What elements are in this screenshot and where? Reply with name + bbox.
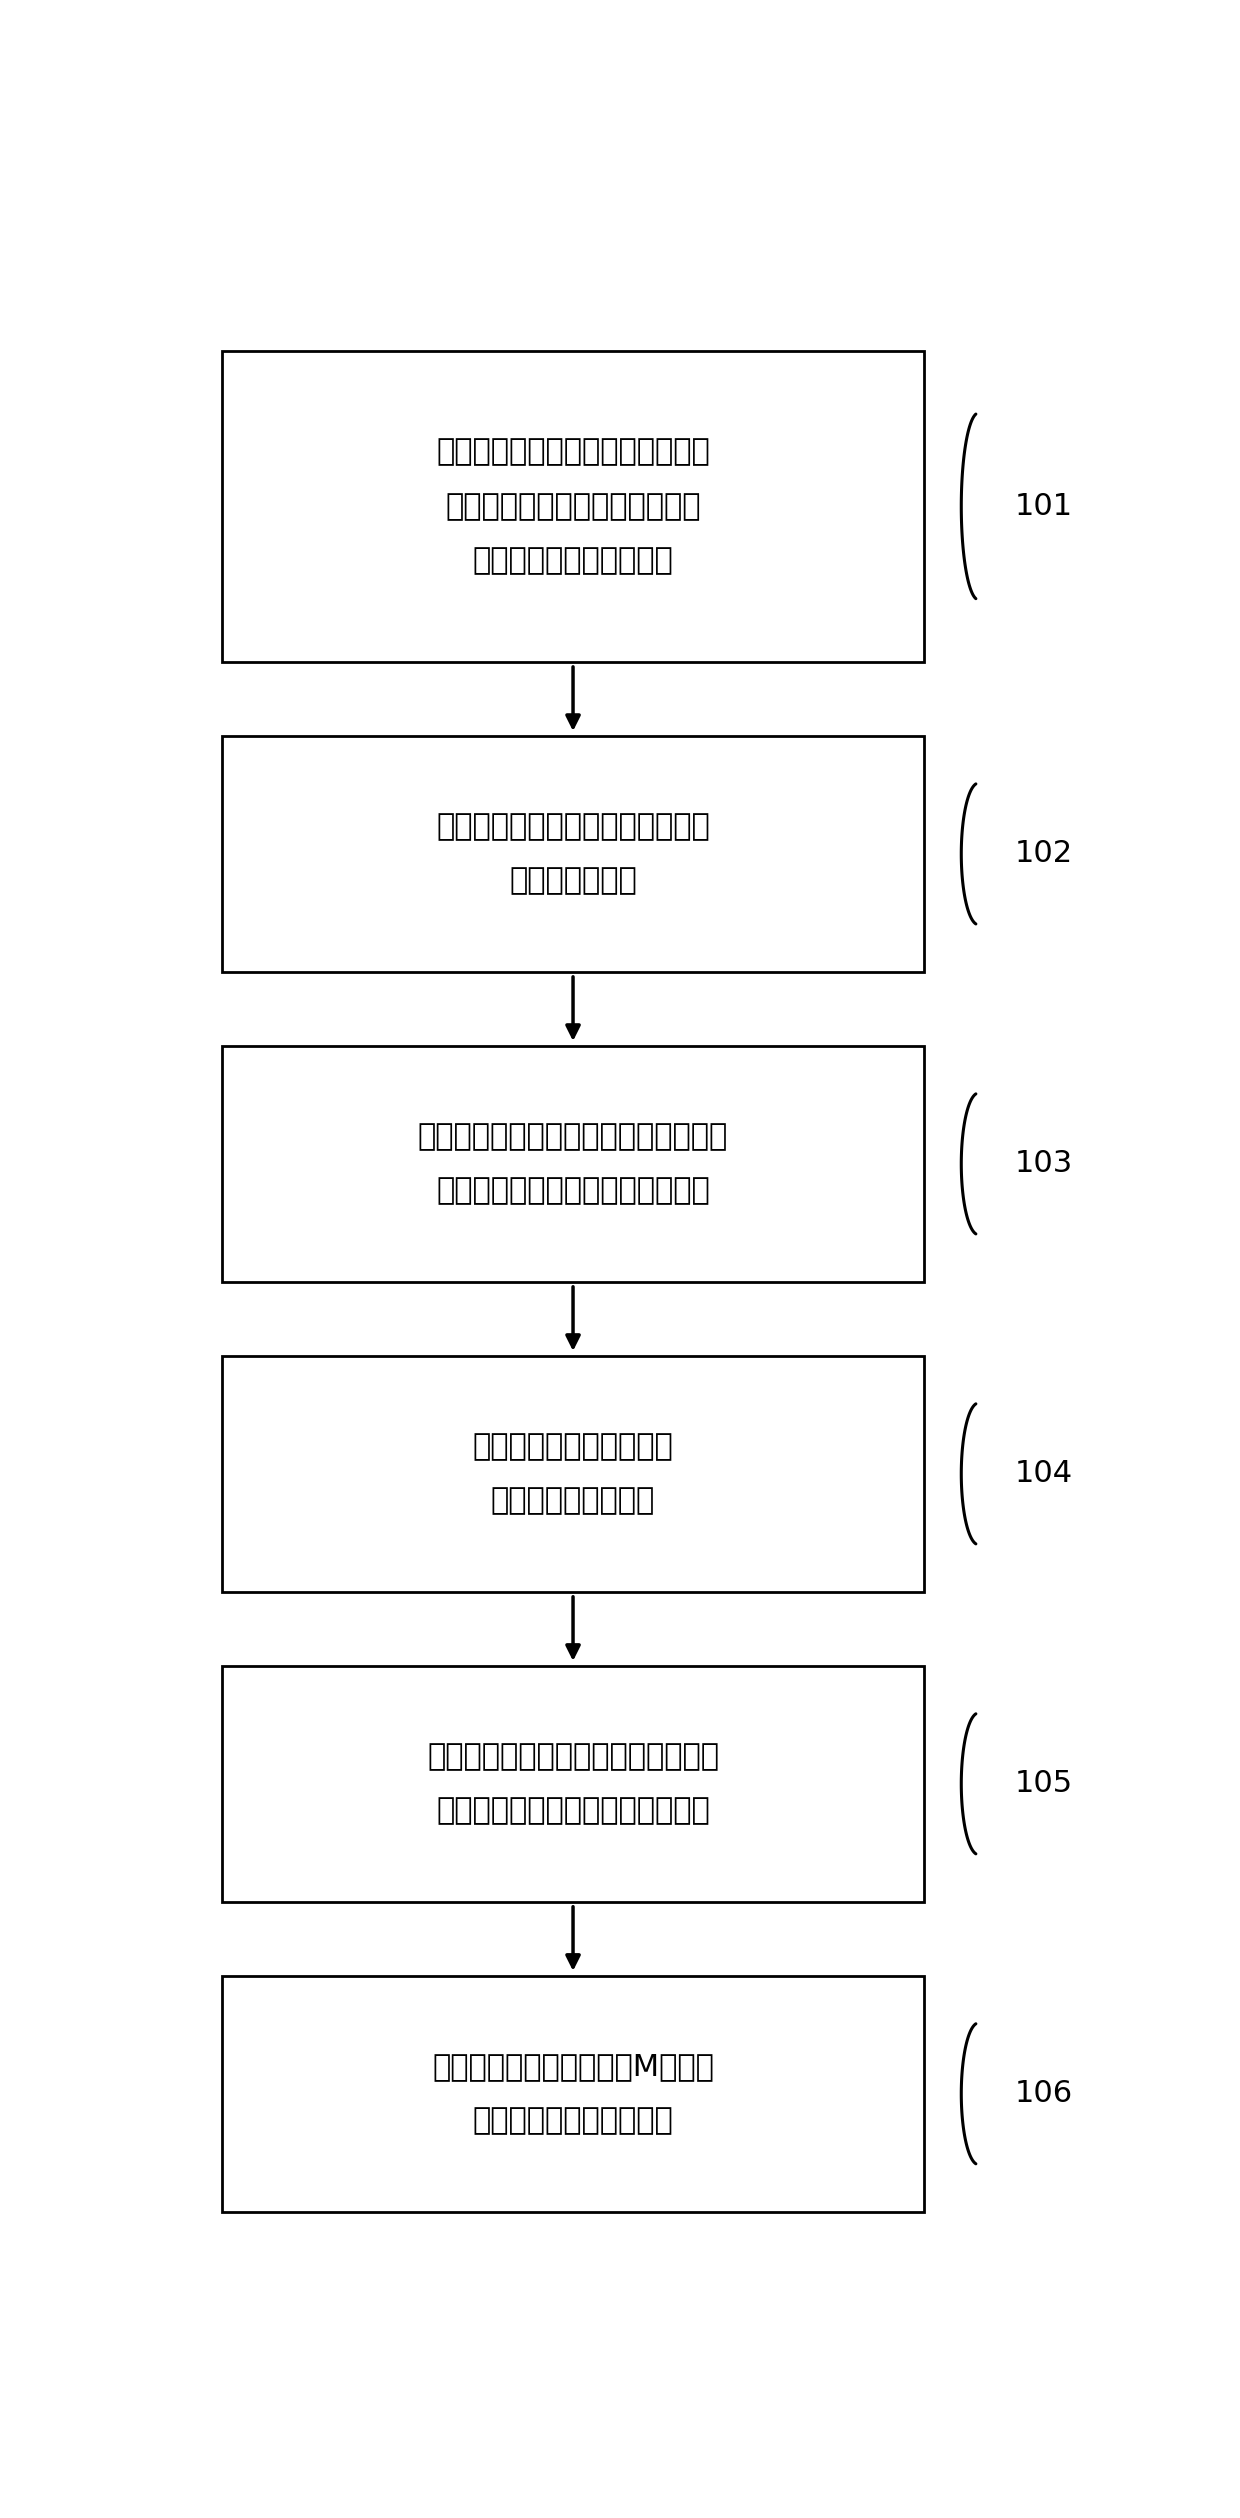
Text: 将标定后的时间序列中前M项作为: 将标定后的时间序列中前M项作为	[432, 2052, 714, 2082]
FancyBboxPatch shape	[222, 1355, 924, 1591]
Text: 根据标定的传输函数采用傅里叶反变换: 根据标定的传输函数采用傅里叶反变换	[418, 1123, 728, 1151]
FancyBboxPatch shape	[222, 1045, 924, 1282]
Text: 方法确定标定的单位脉冲响应函数: 方法确定标定的单位脉冲响应函数	[436, 1176, 711, 1206]
Text: 103: 103	[1016, 1148, 1074, 1178]
Text: 卷积操作，得到标定后的时间序列: 卷积操作，得到标定后的时间序列	[436, 1795, 711, 1826]
Text: 大地电磁时间域标定结果: 大地电磁时间域标定结果	[472, 2108, 673, 2135]
Text: 102: 102	[1016, 838, 1074, 869]
Text: 将单位脉冲响应函数与复数序列进行: 将单位脉冲响应函数与复数序列进行	[427, 1742, 719, 1770]
Text: 采用希尔伯特变换法确定: 采用希尔伯特变换法确定	[472, 1433, 673, 1460]
Text: 106: 106	[1016, 2080, 1074, 2108]
Text: 系统响应的复数序列: 系统响应的复数序列	[491, 1486, 655, 1516]
Text: 系统响应、各频率的幅值校正量: 系统响应、各频率的幅值校正量	[445, 491, 701, 521]
Text: 104: 104	[1016, 1460, 1074, 1488]
Text: 105: 105	[1016, 1770, 1074, 1798]
Text: 根据幅值校正量和相位校正量确定: 根据幅值校正量和相位校正量确定	[436, 813, 711, 841]
FancyBboxPatch shape	[222, 1977, 924, 2211]
Text: 以及各频率的相位校正量: 以及各频率的相位校正量	[472, 546, 673, 574]
Text: 获取大地电磁测深仪中时间序列的: 获取大地电磁测深仪中时间序列的	[436, 438, 711, 466]
Text: 标定的传输函数: 标定的传输函数	[510, 866, 637, 896]
FancyBboxPatch shape	[222, 350, 924, 662]
FancyBboxPatch shape	[222, 1667, 924, 1901]
FancyBboxPatch shape	[222, 735, 924, 972]
Text: 101: 101	[1016, 491, 1074, 521]
